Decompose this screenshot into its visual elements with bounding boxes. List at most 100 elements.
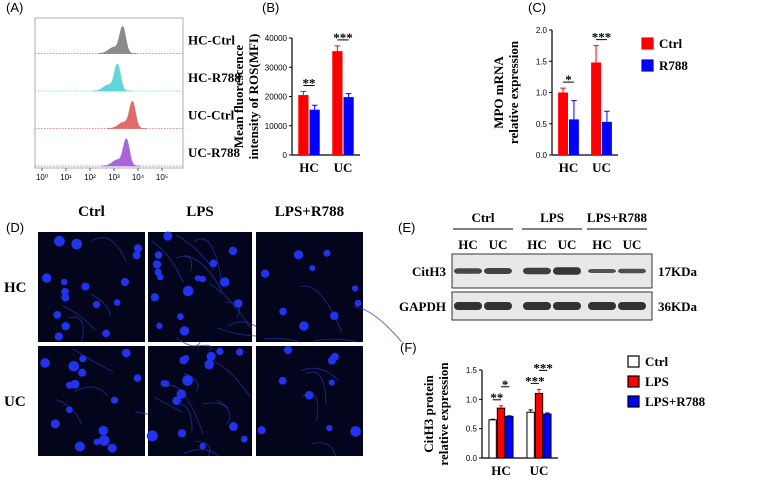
nucleus: [354, 299, 362, 307]
nucleus: [204, 359, 214, 370]
x-tick-label: UC: [530, 463, 549, 478]
nucleus: [61, 287, 69, 296]
y-axis-label: relative expression: [436, 362, 451, 466]
panel-label: (E): [398, 220, 415, 235]
y-tick-label: 1.0: [466, 395, 478, 404]
nucleus: [228, 246, 238, 256]
strand: [300, 285, 343, 333]
y-tick-label: 2.0: [536, 26, 548, 35]
nucleus: [229, 422, 238, 432]
lane-label: UC: [558, 237, 577, 252]
nucleus: [176, 389, 186, 399]
legend-label: R788: [659, 58, 688, 73]
x-tick-label: UC: [334, 160, 353, 175]
image-background: [38, 346, 145, 456]
group-label: LPS+R788: [587, 210, 648, 225]
legend-swatch: [641, 59, 654, 72]
band-size: 17KDa: [658, 264, 698, 279]
nucleus: [199, 442, 206, 450]
strand: [264, 338, 301, 343]
image-background: [38, 232, 145, 342]
bar: [526, 411, 535, 459]
nucleus: [199, 275, 207, 283]
y-tick-label: 0: [283, 151, 288, 160]
nucleus: [323, 249, 331, 257]
y-tick-label: 20000: [265, 93, 288, 102]
x-tick-label: 10⁵: [156, 173, 168, 182]
nucleus: [152, 260, 162, 269]
error-bar: [545, 412, 550, 414]
nucleus: [162, 380, 170, 387]
nucleus: [304, 390, 314, 400]
legend-swatch: [627, 375, 640, 388]
panel-label: (F): [400, 340, 417, 355]
nucleus: [74, 441, 85, 452]
legend-swatch: [627, 395, 640, 408]
micrograph-image: [256, 345, 363, 457]
nucleus: [194, 275, 201, 282]
nucleus: [146, 430, 158, 442]
sample-label: UC-Ctrl: [188, 108, 235, 123]
histogram-peak: [101, 138, 141, 167]
sample-label: UC-R788: [188, 145, 240, 160]
band: [454, 268, 482, 274]
y-tick-label: 0.0: [536, 151, 548, 160]
nucleus: [79, 355, 87, 363]
panel-label: (D): [6, 220, 24, 235]
y-tick-label: 1.0: [536, 89, 548, 98]
strand: [194, 440, 211, 457]
significance-label: *: [565, 72, 572, 87]
strand: [74, 386, 108, 397]
bar: [309, 109, 320, 155]
strand: [216, 399, 231, 425]
bar: [343, 97, 354, 155]
row-label: UC: [4, 394, 26, 410]
panel-label: (B): [262, 0, 279, 15]
strand: [153, 396, 184, 413]
strand: [185, 255, 224, 293]
nucleus: [54, 332, 63, 341]
nucleus: [133, 244, 143, 253]
x-tick-label: HC: [299, 160, 319, 175]
y-axis-label: relative expression: [506, 40, 521, 144]
legend-swatch: [627, 355, 640, 368]
significance-label: ***: [333, 30, 353, 45]
bar: [488, 419, 497, 459]
nucleus: [132, 251, 141, 260]
strand: [175, 336, 201, 347]
x-tick-label: 10⁰: [36, 173, 48, 182]
y-tick-label: 0.5: [536, 120, 548, 129]
nucleus: [209, 259, 218, 268]
error-bar: [571, 100, 577, 120]
band: [484, 268, 512, 274]
y-axis-label: MPO mRNA: [491, 56, 506, 129]
legend-label: LPS+R788: [645, 394, 706, 409]
significance-label: **: [303, 76, 316, 91]
micrograph-image: [148, 231, 276, 347]
histogram-peak: [92, 63, 132, 92]
strand: [300, 367, 339, 382]
nucleus: [240, 435, 248, 443]
strand: [73, 348, 114, 373]
nucleus: [330, 311, 339, 321]
nucleus: [98, 425, 109, 436]
strand: [352, 306, 403, 343]
strand: [62, 305, 96, 331]
nucleus: [60, 278, 68, 286]
bar: [298, 95, 309, 155]
nucleus: [293, 250, 304, 260]
nucleus: [234, 299, 243, 308]
band: [618, 268, 646, 274]
strand: [183, 372, 199, 392]
histogram-peak: [107, 100, 147, 129]
nucleus: [330, 352, 339, 361]
bar: [332, 51, 343, 155]
nucleus: [53, 310, 62, 319]
strand: [90, 293, 111, 316]
y-tick-label: 10000: [265, 122, 288, 131]
strand: [311, 442, 337, 457]
nucleus: [177, 313, 184, 320]
error-bar: [345, 93, 352, 98]
nucleus: [54, 235, 65, 247]
nucleus: [235, 348, 244, 356]
